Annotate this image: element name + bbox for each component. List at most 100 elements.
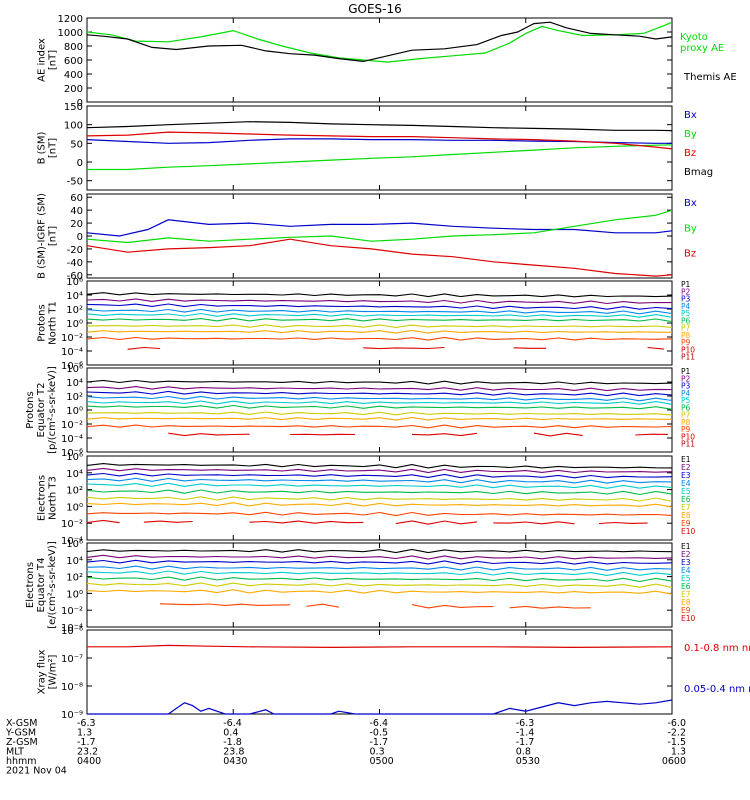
legend-entry: Kyoto	[680, 32, 708, 43]
y-tick-label: 10⁴	[66, 291, 83, 302]
panel-4: 10⁻⁶ 10⁻⁴ 10⁻² 10⁰ 10² 10⁴ 10⁶ Protons North T1 P…	[37, 277, 696, 372]
y-axis-label: B (SM)	[37, 131, 48, 164]
series-line-by	[87, 144, 673, 171]
legend-entry: 0.1-0.8 nm nm	[684, 643, 750, 654]
y-tick-label: 10⁴	[66, 556, 83, 567]
series-line-e1	[86, 548, 673, 554]
legend-entry: P11	[681, 440, 695, 449]
y-tick-label: 50	[70, 139, 83, 150]
ephemeris-cell: 0430	[223, 756, 247, 767]
ephemeris-cell: -6.3	[77, 718, 96, 729]
y-tick-label: 10²	[66, 573, 83, 584]
series-line-e3	[86, 472, 673, 479]
y-tick-label: 10⁻²	[61, 519, 83, 530]
series-line-e10	[249, 520, 364, 524]
y-tick-label: 60	[70, 193, 83, 204]
series-line-e9	[411, 604, 494, 609]
panel-7: 10⁻⁴ 10⁻² 10⁰ 10² 10⁴ 10⁶ Electrons Equator T4[…	[25, 539, 696, 634]
legend-entry: P11	[681, 353, 695, 362]
y-tick-label: 1200	[58, 14, 83, 25]
series-line-0-1-0-8-nm	[87, 644, 673, 649]
legend-entry: E10	[681, 614, 696, 623]
y-axis-label: Protons	[37, 304, 48, 341]
panel-8: 10⁻⁹ 10⁻⁸ 10⁻⁷ 10⁻⁶ Xray flux [W/m²] 0.1-0.8 n…	[37, 626, 750, 721]
series-line-p1	[86, 379, 673, 385]
legend-entry: P3	[681, 295, 691, 304]
y-tick-label: 10⁻⁸	[61, 682, 83, 693]
series-line-e10	[86, 519, 120, 524]
legend-entry: Bz	[684, 148, 696, 159]
y-axis-label: Equator T2	[36, 383, 47, 438]
series-line-p10	[127, 346, 161, 350]
series-line-p5	[86, 312, 673, 318]
ephemeris-cell: -6.4	[223, 718, 242, 729]
y-tick-label: -40	[67, 258, 83, 269]
series-line-p3	[86, 390, 673, 397]
ephemeris-cell: -1.7	[516, 737, 535, 748]
series-line-e6	[86, 576, 673, 583]
y-tick-label: 10⁴	[66, 469, 83, 480]
y-tick-label: 10⁻⁶	[61, 361, 83, 372]
legend-entry: Themis AE	[683, 72, 737, 83]
legend-entry: E4	[681, 479, 691, 488]
y-tick-label: 10⁻⁹	[61, 710, 83, 721]
series-line-by	[86, 209, 673, 244]
series-line-bz	[86, 131, 673, 150]
legend-entry: Bz	[684, 249, 696, 260]
ephemeris-cell: 0.8	[516, 747, 531, 758]
legend-entry: P10	[681, 432, 695, 441]
legend-entry: P3	[681, 382, 691, 391]
y-tick-label: 10⁻⁴	[61, 536, 83, 547]
series-line-p8	[86, 416, 673, 421]
series-line-e6	[86, 489, 673, 496]
y-tick-label: 10⁰	[66, 589, 83, 600]
legend-entry: P2	[681, 374, 691, 383]
y-tick-label: 10⁶	[66, 277, 83, 288]
legend-entry: E5	[681, 487, 691, 496]
series-line-p2	[86, 386, 673, 392]
legend-entry: E10	[681, 527, 696, 536]
y-axis-label: [p/(cm²-s-sr-keV)]	[47, 366, 58, 454]
legend-entry: E8	[681, 511, 691, 520]
series-line-p2	[86, 298, 673, 305]
y-tick-label: 10²	[66, 486, 83, 497]
panel-3: -60 -40 -20 0 20 40 60 B (SM)-IGRF (SM) [nT] Bx By…	[37, 193, 697, 282]
y-axis-label: AE index	[37, 38, 48, 82]
ephemeris-cell: 0500	[370, 756, 394, 767]
series-line-e1	[86, 463, 673, 469]
legend-entry: E7	[681, 503, 691, 512]
y-tick-label: 0	[77, 158, 83, 169]
y-axis-label: Electrons	[25, 562, 36, 608]
ephemeris-cell: 1.3	[77, 728, 92, 739]
ephemeris-cell: 0.3	[370, 747, 385, 758]
date-label: 2021 Nov 04	[6, 766, 67, 777]
series-line-e2	[86, 467, 673, 474]
panel-5: 10⁻⁶ 10⁻⁴ 10⁻² 10⁰ 10² 10⁴ 10⁶ Protons Equator T…	[25, 364, 695, 459]
series-line-p10	[411, 432, 478, 437]
y-tick-label: 10⁰	[66, 502, 83, 513]
y-axis-label: Xray flux	[37, 650, 48, 695]
legend-entry: P4	[681, 389, 691, 398]
y-tick-label: -50	[67, 177, 83, 188]
series-line-p5	[86, 400, 673, 405]
y-axis-label: B (SM)-IGRF (SM)	[37, 193, 48, 279]
legend-entry: E3	[681, 471, 691, 480]
y-tick-label: 10⁻²	[61, 420, 83, 431]
series-line-p7	[86, 324, 673, 328]
y-axis-label: Equator T4	[36, 558, 47, 613]
y-tick-label: 40	[70, 206, 83, 217]
series-line-p10	[290, 433, 356, 436]
series-line-e5	[86, 570, 673, 576]
series-line-p6	[86, 317, 673, 323]
series-line-p7	[86, 411, 673, 416]
series-line-p9	[86, 336, 673, 341]
y-tick-label: 10²	[66, 305, 83, 316]
ephemeris-cell: 0.4	[223, 728, 238, 739]
ephemeris-cell: 0600	[662, 756, 686, 767]
panel-1: 0 200 400 600 800 1000 1200 AE index [nT] Kyotopr…	[37, 14, 737, 109]
panel-2: -50 0 50 100 150 B (SM) [nT] Bx By Bz Bmag	[37, 102, 713, 191]
series-line-e3	[86, 559, 673, 565]
ephemeris-cell: -6.4	[370, 718, 389, 729]
y-tick-label: 1000	[58, 28, 83, 39]
